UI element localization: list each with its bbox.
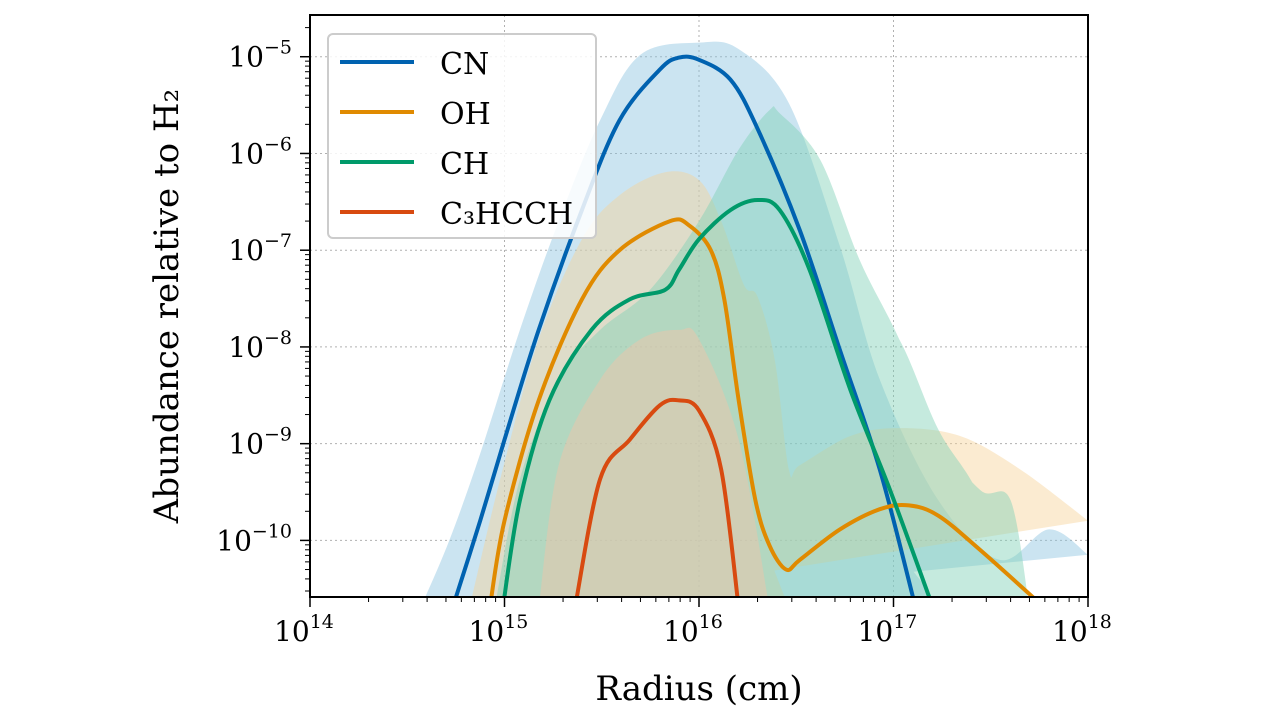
line-1 [489, 217, 1036, 597]
y-tick-label: 10−6 [228, 133, 292, 170]
legend: CN OH CH C₃HCCH [327, 33, 597, 239]
x-tick-label: 1017 [858, 611, 918, 648]
line-2 [502, 197, 932, 597]
band-2 [496, 106, 1028, 597]
y-tick-label: 10−5 [228, 37, 292, 74]
legend-label: C₃HCCH [440, 197, 573, 232]
legend-label: OH [440, 97, 491, 132]
legend-label: CN [440, 47, 489, 82]
x-axis-label: Radius (cm) [595, 669, 802, 709]
y-axis-label: Abundance relative to H₂ [147, 89, 187, 524]
y-tick-label: 10−10 [216, 520, 292, 557]
line-0 [453, 54, 915, 597]
y-tick-label: 10−7 [228, 230, 292, 267]
y-tick-label: 10−9 [228, 424, 292, 461]
band-1 [471, 171, 1088, 597]
y-tick-label: 10−8 [228, 327, 292, 364]
band-3 [540, 327, 768, 597]
line-3 [574, 397, 740, 597]
x-tick-label: 1014 [274, 611, 334, 648]
legend-box [327, 33, 597, 239]
legend-label: CH [440, 147, 489, 182]
x-tick-label: 1015 [469, 611, 529, 648]
x-tick-label: 1016 [663, 611, 723, 648]
x-tick-label: 1018 [1052, 611, 1112, 648]
series-lines [453, 54, 1036, 597]
